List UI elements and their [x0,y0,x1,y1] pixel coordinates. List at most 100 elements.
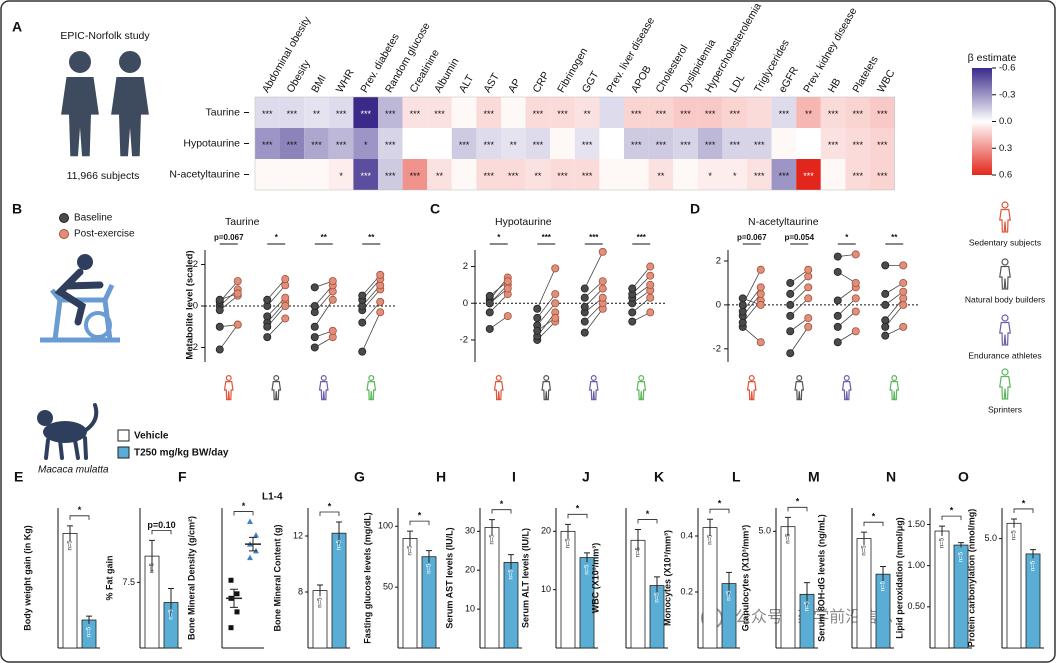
point [580,284,589,293]
y-tick-label: 20 [465,565,475,575]
row-label: N-acetyltaurine [169,168,240,180]
error-bar [508,554,514,571]
y-axis-title: Serum AST levels (IU/L) [444,527,454,628]
cell-label: *** [385,140,396,150]
point [881,322,890,331]
n-label: n=5 [1012,530,1018,541]
panel-label: E [14,469,23,485]
sig-label: * [796,497,800,507]
y-axis-title: Serum ALT levels (IU/L) [520,528,530,628]
heatmap-cell [599,159,624,190]
n-label: n=5 [87,626,93,637]
point [551,299,560,308]
heatmap-cell [624,128,649,159]
panel-title: Taurine [225,216,260,228]
error-bar [86,615,92,624]
point [646,280,655,289]
error-bar [565,523,571,539]
figure-body [541,381,552,401]
pair-line [314,299,334,327]
error-bar [726,571,732,595]
heatmap-cell [550,128,575,159]
n-label: n=5 [68,540,74,551]
heatmap-cell [820,159,846,190]
point [281,293,290,302]
error-bar [635,529,641,552]
heatmap-cell [574,97,600,128]
point [738,294,747,303]
pair-line [536,293,556,319]
point [833,252,842,261]
y-axis-title: Granulocytes (X10³/mm³) [740,525,750,632]
monkey-head [37,410,53,426]
pair-line [631,266,651,289]
group-legend-label: Natural body builders [965,294,1045,304]
colorbar-tick-label: -0.6 [999,63,1015,74]
cell-label: *** [852,140,863,150]
error-bar [584,552,590,563]
y-tick-label: 100 [378,521,393,531]
cell-label: * [733,171,737,181]
sig-label: *** [589,233,599,242]
group-legend-label: Endurance athletes [968,350,1041,360]
bar [1006,522,1022,649]
sig-label: ** [321,233,328,242]
point [804,322,813,331]
subjects-label: 11,966 subjects [67,170,140,182]
heatmap-cell [722,159,747,190]
pair-line [361,312,381,352]
panel-label: N [886,469,896,485]
figure-head [748,375,755,382]
heatmap-cell [255,128,280,159]
point [881,331,890,340]
point [646,293,655,302]
figure-body [271,381,282,401]
heatmap-cell [451,159,477,190]
figure-head [1001,314,1009,322]
sig-label: * [78,505,82,515]
n-label: n=5 [805,601,811,612]
pair-line [789,276,809,295]
point [234,591,240,597]
point [899,322,908,331]
panel-title: Hypotaurine [495,216,552,228]
cell-label: *** [680,109,691,119]
sig-label: * [646,509,650,519]
point [263,312,272,321]
cell-label: *** [877,140,888,150]
heatmap-cell [771,159,797,190]
point [263,295,272,304]
figure-head [1001,368,1009,376]
heatmap-cell [378,97,403,128]
point [310,333,319,342]
point [234,609,240,615]
cell-label: * [339,171,343,181]
point [833,296,842,305]
point [281,275,290,284]
pair-line [884,304,904,328]
sig-label: * [845,233,849,242]
point [310,322,319,331]
point [503,284,512,293]
point [580,328,589,337]
sig-label: * [242,501,246,511]
y-tick-label: 0.50 [907,601,925,611]
cell-label: *** [459,140,470,150]
point [628,308,637,317]
point [263,322,272,331]
point [786,278,795,287]
point [881,289,890,298]
point [215,306,224,315]
panel-label: H [436,469,446,485]
cell-label: *** [311,140,322,150]
heatmap-cell [353,97,378,128]
pair-line [837,298,857,317]
heatmap-cell [328,159,354,190]
point [247,554,253,561]
panel-label: O [958,469,969,485]
point [899,261,908,270]
point [328,295,337,304]
error-bar [958,542,964,548]
figure-head [273,375,280,382]
panel-label: B [12,201,22,217]
